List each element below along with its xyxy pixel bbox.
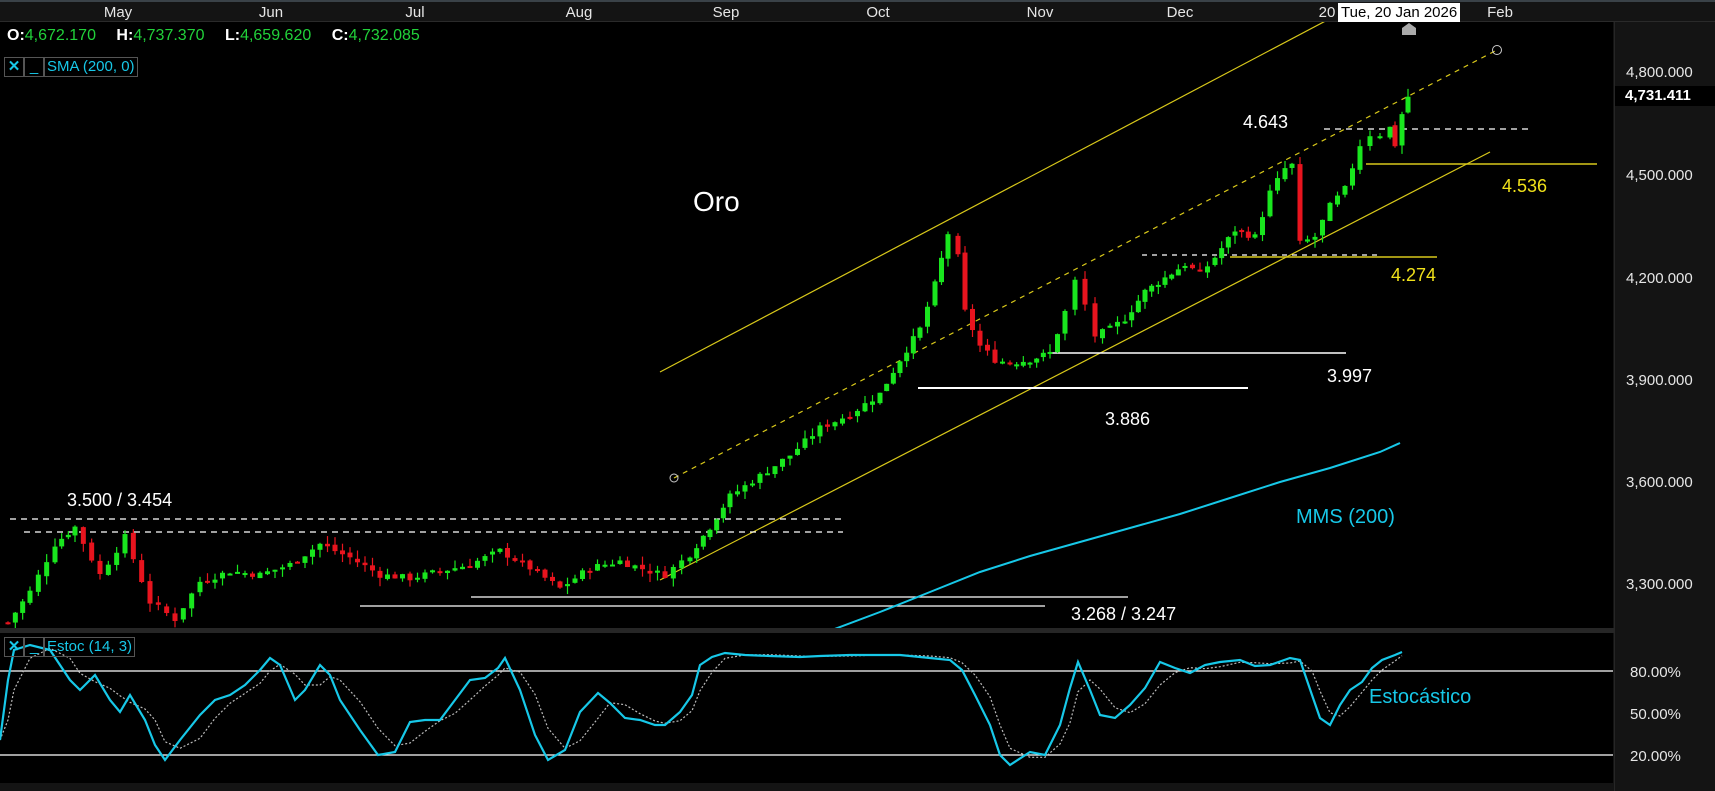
current-price-label: 4,731.411	[1615, 86, 1715, 106]
month-label: Dec	[1166, 4, 1194, 21]
price-tick: 4,200.000	[1626, 270, 1693, 287]
price-tick: 3,600.000	[1626, 474, 1693, 491]
channel-mid-line	[673, 49, 1498, 479]
high-label: H:	[116, 27, 134, 44]
close-icon[interactable]: ✕	[4, 57, 24, 77]
chart-drawing	[0, 22, 1613, 767]
stochastic-label: Estocástico	[1369, 686, 1472, 708]
month-label: Sep	[712, 4, 740, 21]
ohlc-readout: O:4,672.170 H:4,737.370 L:4,659.620 C:4,…	[7, 27, 436, 45]
crosshair-handle-icon[interactable]	[1402, 23, 1416, 35]
level-label-4643: 4.643	[1243, 112, 1289, 132]
price-tick: 4,800.000	[1626, 64, 1693, 81]
close-icon[interactable]: ✕	[4, 637, 24, 657]
minimize-icon[interactable]: _	[24, 57, 44, 77]
bottom-bar	[0, 783, 1715, 791]
level-label-3886: 3.886	[1105, 409, 1151, 429]
panel-divider[interactable]	[0, 628, 1715, 633]
price-tick: 3,900.000	[1626, 372, 1693, 389]
close-label: C:	[331, 27, 349, 44]
level-label-4274: 4.274	[1391, 265, 1437, 285]
price-chart-area[interactable]	[0, 22, 1613, 628]
month-label: Nov	[1026, 4, 1054, 21]
open-value: 4,672.170	[24, 27, 96, 44]
month-label: May	[103, 4, 133, 21]
level-label-4536: 4.536	[1502, 176, 1548, 196]
channel-lower-line	[659, 151, 1491, 581]
month-label: 20	[1318, 4, 1336, 21]
sma-200-line	[834, 442, 1401, 628]
low-value: 4,659.620	[240, 27, 312, 44]
channel-upper-line	[659, 22, 1325, 373]
price-axis[interactable]	[1614, 22, 1715, 791]
sma-indicator-tag: ✕ _ SMA (200, 0)	[4, 57, 138, 77]
low-label: L:	[224, 27, 241, 44]
month-label: Aug	[565, 4, 593, 21]
mms-200-label: MMS (200)	[1296, 506, 1395, 528]
stoch-indicator-label[interactable]: Estoc (14, 3)	[44, 637, 136, 657]
price-tick: 3,300.000	[1626, 576, 1693, 593]
high-value: 4,737.370	[133, 27, 205, 44]
stoch-tick: 80.00%	[1630, 664, 1681, 681]
stoch-tick: 50.00%	[1630, 706, 1681, 723]
month-label: Jul	[405, 4, 425, 21]
crosshair-date-tooltip: Tue, 20 Jan 2026	[1338, 3, 1461, 22]
stoch-tick: 20.00%	[1630, 748, 1681, 765]
level-label-3268-3247: 3.268 / 3.247	[1071, 604, 1177, 624]
close-value: 4,732.085	[348, 27, 420, 44]
month-label: Feb	[1487, 4, 1513, 21]
month-label: Jun	[258, 4, 284, 21]
level-label-3500-3454: 3.500 / 3.454	[67, 490, 173, 510]
chart-title: Oro	[693, 186, 740, 217]
time-axis[interactable]: May Jun Jul Aug Sep Oct Nov Dec 20 Feb T…	[0, 0, 1715, 22]
level-label-3997: 3.997	[1327, 366, 1373, 386]
open-label: O:	[7, 27, 25, 44]
month-label: Oct	[866, 4, 890, 21]
sma-indicator-label[interactable]: SMA (200, 0)	[44, 57, 138, 77]
price-tick: 4,500.000	[1626, 167, 1693, 184]
stoch-indicator-tag: ✕ _ Estoc (14, 3)	[4, 637, 136, 657]
minimize-icon[interactable]: _	[24, 637, 44, 657]
